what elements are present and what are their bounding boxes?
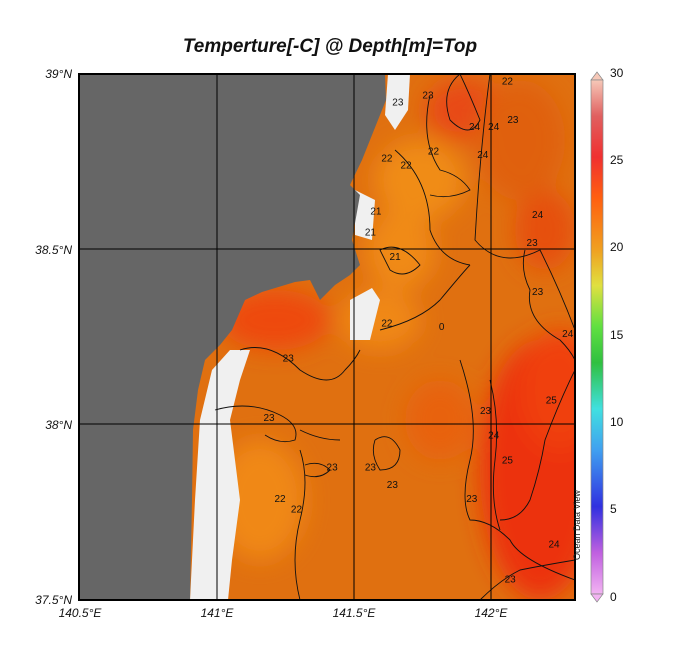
contour-label: 22	[428, 147, 440, 158]
contour-label: 22	[274, 494, 286, 505]
plot-frame	[78, 73, 576, 601]
colorbar-tick-label: 5	[610, 502, 617, 516]
land-mass	[79, 74, 386, 600]
contour-label: 21	[390, 252, 402, 263]
temperature-shading	[215, 80, 575, 600]
contour-label: 21	[365, 227, 377, 238]
grid-lines	[79, 74, 575, 600]
contour-label: 24	[548, 539, 560, 550]
contour-label: 24	[469, 122, 481, 133]
colorbar-tick-label: 25	[610, 153, 624, 167]
contour-label: 23	[466, 494, 478, 505]
contour-label: 22	[381, 154, 393, 165]
colorbar-ramp	[590, 79, 604, 595]
contour-label: 23	[505, 575, 517, 586]
y-tick-label: 38°N	[45, 418, 72, 432]
contour-label: 24	[532, 210, 544, 221]
no-data-patch	[355, 190, 375, 240]
no-data-region	[190, 350, 250, 600]
contour-label: 24	[488, 431, 500, 442]
contour-label: 25	[502, 455, 514, 466]
no-data-patch	[350, 288, 380, 340]
x-tick-label: 140.5°E	[58, 606, 102, 620]
x-tick-label: 142°E	[474, 606, 508, 620]
contour-label: 23	[392, 98, 404, 109]
y-tick-label: 39°N	[45, 67, 72, 81]
contour-label: 23	[480, 406, 492, 417]
colorbar-tick-label: 30	[610, 66, 624, 80]
colorbar-bottom-arrow	[590, 593, 604, 603]
contour-label: 22	[381, 319, 393, 330]
credit-label: Ocean Data View	[572, 490, 582, 560]
contour-label: 23	[263, 413, 275, 424]
y-tick-label: 38.5°N	[35, 243, 72, 257]
contour-label: 22	[502, 77, 514, 88]
contour-label: 23	[283, 354, 295, 365]
contour-label: 22	[291, 504, 303, 515]
isotherm-lines	[214, 74, 575, 600]
colorbar-tick-label: 10	[610, 415, 624, 429]
contour-label: 22	[400, 161, 412, 172]
colorbar	[590, 71, 604, 603]
contour-label: 23	[387, 480, 399, 491]
colorbar-tick-label: 20	[610, 240, 624, 254]
contour-label: 23	[365, 462, 377, 473]
contour-label: 23	[527, 238, 539, 249]
contour-label: 23	[422, 91, 434, 102]
contour-label: 23	[532, 287, 544, 298]
colorbar-tick-label: 15	[610, 328, 624, 342]
contour-label: 23	[507, 115, 519, 126]
colorbar-tick-label: 0	[610, 590, 617, 604]
chart-title: Temperture[-C] @ Depth[m]=Top	[182, 36, 478, 57]
x-tick-label: 141°E	[200, 606, 234, 620]
y-tick-label: 37.5°N	[35, 593, 72, 607]
x-tick-label: 141.5°E	[332, 606, 376, 620]
contour-label: 21	[370, 206, 382, 217]
contour-labels: 22 22 22 22 22 22 22 23 23 23 23 23 23 23 23 23 23 23 23 23…	[263, 77, 573, 586]
no-data-patch	[385, 74, 410, 130]
contour-label: 23	[327, 462, 339, 473]
contour-label: 0	[439, 322, 445, 333]
colorbar-top-arrow	[590, 71, 604, 81]
contour-label: 24	[477, 150, 489, 161]
contour-label: 25	[546, 396, 558, 407]
contour-label: 24	[562, 329, 574, 340]
contour-label: 24	[488, 122, 500, 133]
